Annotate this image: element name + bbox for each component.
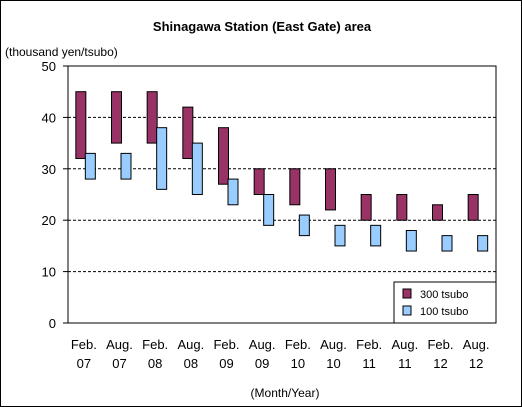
- bar-300-tsubo-8: [360, 194, 372, 221]
- bar-100-tsubo-10: [441, 235, 453, 252]
- x-category-month: Aug.: [463, 337, 490, 352]
- bar-300-tsubo-4: [218, 127, 229, 185]
- y-tick-label: 50: [42, 59, 56, 74]
- x-category: Aug. 11: [391, 337, 418, 371]
- bar-100-tsubo-11: [477, 235, 489, 252]
- bar-300-tsubo-3: [182, 106, 194, 160]
- x-category-month: Feb.: [427, 337, 453, 352]
- bar-300-tsubo-11: [467, 194, 479, 221]
- bar-100-tsubo-4: [227, 178, 239, 206]
- bar-300-tsubo-2: [146, 91, 158, 144]
- legend-swatch: [402, 288, 412, 299]
- x-category-month: Feb.: [71, 337, 97, 352]
- x-category: Aug. 08: [177, 337, 204, 371]
- y-tick-label: 0: [49, 316, 56, 331]
- x-category-year: 10: [326, 356, 340, 371]
- y-tick-label: 30: [42, 162, 56, 177]
- bar-300-tsubo-1: [111, 91, 122, 144]
- bar-100-tsubo-6: [298, 214, 310, 237]
- x-category-year: 08: [184, 356, 198, 371]
- x-category-year: 09: [255, 356, 269, 371]
- bars: [75, 91, 489, 252]
- x-category-year: 08: [148, 356, 162, 371]
- bar-300-tsubo-5: [253, 168, 265, 196]
- y-tick-label: 10: [42, 265, 56, 280]
- bar-300-tsubo-10: [432, 204, 443, 221]
- legend-label: 300 tsubo: [420, 289, 468, 301]
- x-category-month: Feb.: [285, 337, 311, 352]
- legend-label: 100 tsubo: [420, 306, 468, 318]
- y-axis-unit-label: (thousand yen/tsubo): [5, 45, 118, 59]
- bar-100-tsubo-5: [263, 194, 275, 226]
- chart-title: Shinagawa Station (East Gate) area: [153, 19, 372, 34]
- axes: [67, 65, 497, 324]
- x-category: Feb. 12: [427, 337, 453, 371]
- plot-area-border: [67, 65, 497, 324]
- x-category: Feb. 11: [356, 337, 382, 371]
- x-category: Aug. 12: [463, 337, 490, 371]
- legend-swatch: [402, 305, 412, 316]
- x-category-month: Feb.: [213, 337, 239, 352]
- x-category: Feb. 08: [142, 337, 168, 371]
- x-category: Aug. 09: [249, 337, 276, 371]
- y-tick-label: 40: [42, 110, 56, 125]
- bar-100-tsubo-2: [156, 127, 168, 190]
- bar-100-tsubo-8: [370, 224, 382, 247]
- y-tick-label: 20: [42, 213, 56, 228]
- x-category-month: Aug.: [249, 337, 276, 352]
- bar-300-tsubo-9: [396, 194, 408, 221]
- x-category-month: Aug.: [177, 337, 204, 352]
- x-axis-categories: Feb.07Aug.07Feb.08Aug.08Feb.09Aug.09Feb.…: [71, 337, 490, 371]
- x-category-year: 10: [291, 356, 305, 371]
- bar-100-tsubo-1: [120, 152, 132, 180]
- x-category-year: 07: [112, 356, 126, 371]
- x-category: Aug. 07: [106, 337, 133, 371]
- x-category-month: Aug.: [391, 337, 418, 352]
- x-category: Feb. 09: [213, 337, 239, 371]
- x-category-year: 11: [362, 356, 376, 371]
- legend: 300 tsubo 100 tsubo: [393, 281, 497, 324]
- bar-100-tsubo-3: [191, 142, 203, 196]
- x-category-month: Aug.: [320, 337, 347, 352]
- bar-300-tsubo-6: [289, 168, 301, 206]
- x-category-year: 09: [219, 356, 233, 371]
- x-category: Aug. 10: [320, 337, 347, 371]
- x-category-year: 07: [77, 356, 91, 371]
- x-category-year: 12: [433, 356, 447, 371]
- x-category: Feb. 07: [71, 337, 97, 371]
- x-category-month: Feb.: [142, 337, 168, 352]
- bar-100-tsubo-7: [334, 224, 346, 247]
- bar-300-tsubo-0: [75, 91, 87, 160]
- bar-100-tsubo-0: [84, 152, 96, 180]
- x-category-month: Aug.: [106, 337, 133, 352]
- x-category-year: 12: [469, 356, 483, 371]
- x-category-year: 11: [398, 356, 412, 371]
- bar-100-tsubo-9: [405, 229, 417, 252]
- x-category: Feb. 10: [285, 337, 311, 371]
- x-category-month: Feb.: [356, 337, 382, 352]
- gridlines: [68, 116, 496, 273]
- bar-300-tsubo-7: [325, 168, 336, 211]
- x-axis-label: (Month/Year): [251, 386, 320, 400]
- y-axis-ticks: 0 10 20 30 40 50: [42, 59, 68, 331]
